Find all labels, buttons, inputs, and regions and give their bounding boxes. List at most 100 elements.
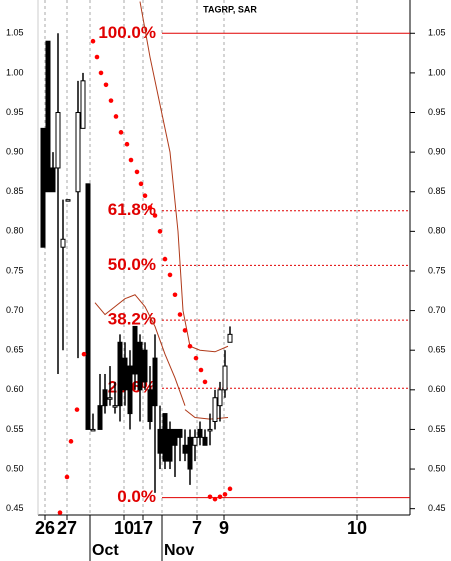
candle-body xyxy=(127,365,133,415)
sar-dot xyxy=(177,312,183,317)
sar-dot xyxy=(207,494,213,500)
fib-label: 61.8% xyxy=(108,200,156,219)
sar-dot xyxy=(90,38,96,44)
candle-body xyxy=(117,341,123,407)
sar-dot xyxy=(147,205,153,210)
candle-body xyxy=(50,167,56,193)
x-tick-label: 10 xyxy=(347,518,367,538)
sar-dot xyxy=(57,510,63,515)
y-tick-label: 0.95 xyxy=(6,107,24,117)
candle-body xyxy=(222,365,228,391)
y-tick-label: 1.05 xyxy=(6,28,24,38)
sar-dot xyxy=(198,367,204,373)
y-tick-label: 0.50 xyxy=(428,463,446,473)
chart-title: TAGRP, SAR xyxy=(203,4,257,14)
candle-body xyxy=(40,127,46,248)
candle-body xyxy=(177,428,183,438)
y-tick-label: 0.70 xyxy=(428,305,446,315)
candle-body xyxy=(167,428,173,462)
candle-body xyxy=(212,397,218,423)
candle-body xyxy=(187,436,193,470)
y-tick-label: 0.45 xyxy=(428,503,446,513)
candle-body xyxy=(192,436,198,446)
band-line xyxy=(184,409,229,420)
x-tick-label: 7 xyxy=(192,518,202,538)
sar-dot xyxy=(202,379,208,385)
y-tick-label: 1.05 xyxy=(428,28,446,38)
y-tick-label: 0.80 xyxy=(428,226,446,236)
sar-dot xyxy=(138,181,144,187)
candle-body xyxy=(147,389,153,423)
candle-body xyxy=(172,428,178,446)
sar-dot xyxy=(187,343,193,349)
candle-body xyxy=(112,405,118,408)
y-tick-label: 0.80 xyxy=(6,226,24,236)
candle-body xyxy=(137,341,143,391)
sar-dot xyxy=(142,193,148,198)
candle-body xyxy=(132,325,138,375)
band-line xyxy=(94,294,186,406)
sar-dot xyxy=(124,141,130,147)
sar-dot xyxy=(134,169,140,175)
y-tick-label: 0.85 xyxy=(6,186,24,196)
y-tick-label: 0.75 xyxy=(428,265,446,275)
sar-dot xyxy=(81,351,87,357)
candle-body xyxy=(202,436,208,446)
y-tick-label: 0.55 xyxy=(6,424,24,434)
candle-body xyxy=(182,444,188,454)
fib-label: 50.0% xyxy=(108,255,156,274)
sar-dot xyxy=(222,492,228,497)
candle-body xyxy=(45,40,51,193)
y-tick-label: 0.95 xyxy=(428,107,446,117)
y-tick-label: 0.60 xyxy=(428,384,446,394)
y-tick-label: 0.70 xyxy=(6,305,24,315)
candle-body xyxy=(107,397,113,400)
sar-dot xyxy=(108,98,114,103)
candle-body xyxy=(75,112,81,193)
sar-dot xyxy=(172,292,178,298)
sar-dot xyxy=(227,486,233,492)
candle-body xyxy=(102,389,108,407)
sar-dot xyxy=(118,130,124,135)
candle-body xyxy=(85,183,91,430)
x-tick-label: 9 xyxy=(219,518,229,538)
y-tick-label: 0.75 xyxy=(6,265,24,275)
x-tick-label: 27 xyxy=(57,518,77,538)
y-tick-label: 0.90 xyxy=(6,146,24,156)
y-tick-label: 0.60 xyxy=(6,384,24,394)
y-tick-label: 0.65 xyxy=(6,345,24,355)
y-tick-label: 1.00 xyxy=(6,67,24,77)
candle-body xyxy=(227,333,233,343)
sar-dot xyxy=(162,256,168,262)
month-label: Nov xyxy=(164,542,194,559)
sar-dot xyxy=(68,439,74,444)
sar-dot xyxy=(167,272,173,278)
month-label: Oct xyxy=(92,542,119,559)
fib-label: 100.0% xyxy=(98,23,156,42)
sar-dot xyxy=(217,494,223,500)
candle-body xyxy=(197,428,203,438)
candle-body xyxy=(142,349,148,383)
sar-dot xyxy=(98,70,104,76)
sar-dot xyxy=(128,157,134,163)
candle-body xyxy=(152,357,158,407)
candle-body xyxy=(157,428,163,454)
sar-dot xyxy=(94,54,100,60)
y-tick-label: 0.90 xyxy=(428,146,446,156)
sar-dot xyxy=(193,355,199,361)
candle-body xyxy=(90,428,96,432)
candle-body xyxy=(162,413,168,462)
band-line xyxy=(139,1,229,353)
candle-body xyxy=(65,199,71,202)
sar-dot xyxy=(157,229,163,234)
candle-body xyxy=(55,112,61,169)
sar-dot xyxy=(103,82,109,88)
candle-body xyxy=(207,428,213,432)
candle-body xyxy=(60,238,66,248)
fib-label: 0.0% xyxy=(117,487,156,506)
y-tick-label: 0.55 xyxy=(428,424,446,434)
x-tick-label: 10 xyxy=(114,518,134,538)
candle-body xyxy=(122,357,128,391)
y-tick-label: 1.00 xyxy=(428,67,446,77)
